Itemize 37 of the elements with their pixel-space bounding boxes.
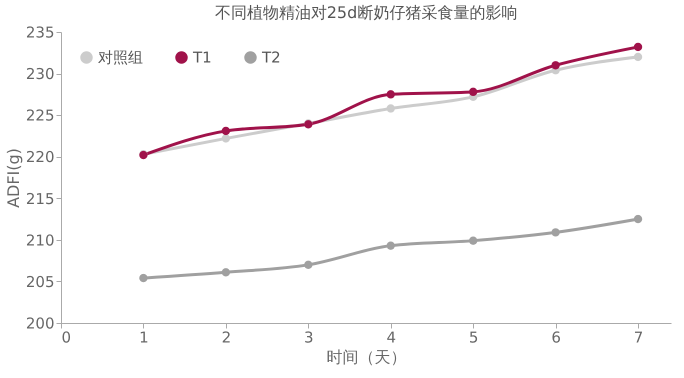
- point: [222, 134, 230, 143]
- y-axis-title: ADFI(g): [4, 148, 23, 208]
- point: [304, 260, 312, 269]
- point: [222, 268, 230, 276]
- x-tick-label: 1: [139, 328, 149, 346]
- x-tick-label: 0: [62, 328, 72, 346]
- point: [634, 214, 642, 224]
- y-tick-label: 235: [26, 24, 54, 42]
- legend-label: T1: [192, 48, 212, 67]
- x-tick-label: 5: [468, 328, 478, 346]
- y-tick-label: 225: [26, 106, 54, 125]
- chart-title: 不同植物精油对25d断奶仔猪采食量的影响: [214, 3, 518, 22]
- y-tick-label: 230: [26, 65, 54, 84]
- point: [139, 274, 148, 282]
- y-tick-label: 210: [26, 231, 54, 250]
- point: [386, 242, 395, 250]
- y-tick-label: 205: [26, 272, 54, 291]
- y-tick-label: 215: [26, 190, 54, 208]
- x-tick-label: 4: [386, 328, 396, 346]
- x-tick-label: 2: [222, 328, 232, 346]
- point: [551, 61, 560, 70]
- x-axis-title: 时间（天）: [326, 348, 406, 366]
- point: [468, 88, 478, 96]
- y-tick-label: 220: [26, 148, 54, 166]
- legend-label: 对照组: [98, 48, 143, 67]
- point: [386, 90, 395, 99]
- point: [634, 42, 642, 52]
- point: [634, 52, 642, 62]
- y-tick-label: 200: [26, 314, 54, 332]
- legend-label: T2: [261, 48, 281, 67]
- point: [222, 126, 230, 136]
- x-tick-label: 6: [551, 328, 561, 346]
- point: [386, 104, 395, 113]
- x-tick-label: 3: [304, 328, 314, 346]
- point: [468, 236, 478, 245]
- x-tick-label: 7: [634, 328, 644, 346]
- point: [551, 228, 560, 237]
